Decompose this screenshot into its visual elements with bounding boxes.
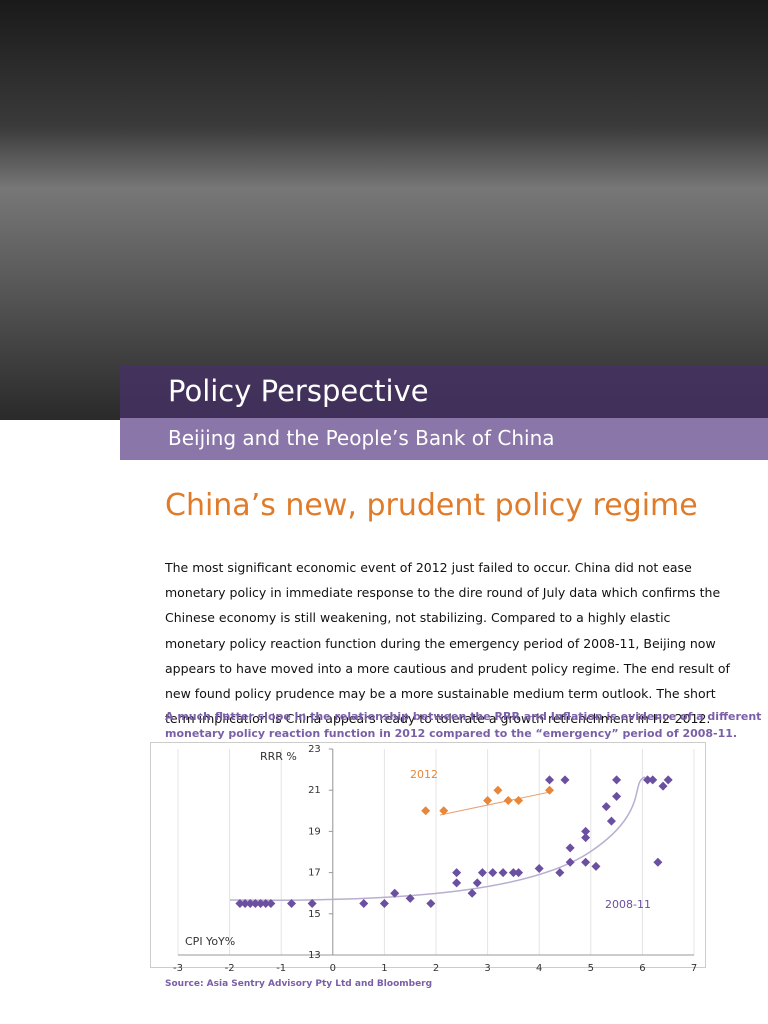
headline: China’s new, prudent policy regime: [165, 488, 698, 523]
x-tick-label: 6: [639, 963, 645, 974]
x-axis-label: CPI YoY%: [185, 935, 235, 948]
data-point: [581, 833, 591, 843]
body-line: new found policy prudence may be a more …: [165, 686, 716, 702]
x-tick-label: 7: [691, 963, 697, 974]
data-point: [245, 899, 255, 908]
caption-line: A much flatter slope in the relationship…: [165, 710, 762, 723]
data-point: [235, 899, 245, 908]
data-point: [405, 893, 415, 903]
data-point: [658, 781, 668, 791]
data-point: [581, 826, 591, 836]
data-point: [534, 863, 544, 873]
y-tick-label: 15: [308, 909, 321, 920]
data-point: [648, 775, 658, 785]
data-point: [514, 796, 524, 805]
data-point: [379, 899, 389, 908]
data-point: [421, 806, 431, 816]
data-point: [261, 899, 271, 908]
data-point: [545, 775, 555, 785]
x-tick-label: 3: [484, 963, 490, 974]
x-tick-label: 1: [381, 963, 387, 974]
data-point: [477, 868, 487, 878]
data-point: [606, 816, 616, 826]
body-line: Chinese economy is still weakening, not …: [165, 610, 671, 626]
data-point: [612, 791, 622, 801]
section-subtitle: Beijing and the People’s Bank of China: [120, 418, 768, 460]
trend-line: [229, 776, 646, 901]
x-tick-label: -1: [276, 963, 286, 974]
data-point: [256, 899, 266, 908]
data-point: [663, 775, 673, 785]
body-text: The most significant economic event of 2…: [165, 555, 730, 731]
data-point: [601, 802, 611, 812]
data-point: [555, 868, 565, 878]
y-tick-label: 13: [308, 950, 321, 961]
data-point: [250, 899, 260, 908]
x-tick-label: 0: [330, 963, 336, 974]
data-point: [390, 888, 400, 898]
header-photo: [0, 0, 768, 420]
data-point: [612, 775, 622, 785]
series-label: 2008-11: [605, 898, 651, 911]
data-point: [359, 899, 369, 908]
y-axis-label: RRR %: [260, 750, 297, 763]
data-point: [452, 878, 462, 888]
data-point: [452, 868, 462, 878]
y-tick-label: 17: [308, 868, 321, 879]
data-point: [266, 899, 276, 908]
x-tick-label: 5: [588, 963, 594, 974]
data-point: [483, 796, 493, 805]
x-tick-label: 4: [536, 963, 542, 974]
trend-line: [439, 791, 551, 816]
series-label: 2012: [410, 768, 438, 781]
data-point: [472, 878, 482, 888]
y-tick-label: 23: [308, 744, 321, 755]
x-tick-label: -3: [173, 963, 183, 974]
data-point: [287, 899, 297, 908]
source-note: Source: Asia Sentry Advisory Pty Ltd and…: [165, 979, 433, 989]
body-line: monetary policy reaction function during…: [165, 635, 716, 651]
y-tick-label: 21: [308, 785, 321, 796]
body-line: term implication is China appears ready …: [165, 711, 711, 727]
data-point: [439, 806, 449, 816]
data-point: [508, 868, 518, 878]
x-tick-label: 2: [433, 963, 439, 974]
data-point: [643, 775, 653, 785]
data-point: [514, 868, 524, 878]
data-point: [426, 899, 436, 908]
y-tick-label: 19: [308, 826, 321, 837]
data-point: [591, 861, 601, 871]
data-point: [493, 785, 503, 795]
data-point: [653, 857, 663, 867]
data-point: [545, 785, 555, 795]
data-point: [498, 868, 508, 878]
x-tick-label: -2: [225, 963, 235, 974]
data-point: [581, 857, 591, 867]
data-point: [565, 857, 575, 867]
data-point: [488, 868, 498, 878]
section-title: Policy Perspective: [120, 365, 768, 418]
data-point: [307, 899, 317, 908]
caption-line: monetary policy reaction function in 201…: [165, 727, 738, 740]
data-point: [503, 796, 513, 805]
chart-caption: A much flatter slope in the relationship…: [165, 708, 761, 742]
body-line: appears to have moved into a more cautio…: [165, 660, 730, 676]
data-point: [565, 843, 575, 853]
data-point: [467, 888, 477, 898]
body-line: monetary policy in immediate response to…: [165, 585, 721, 601]
data-point: [560, 775, 570, 785]
body-line: The most significant economic event of 2…: [165, 560, 692, 575]
data-point: [240, 899, 250, 908]
